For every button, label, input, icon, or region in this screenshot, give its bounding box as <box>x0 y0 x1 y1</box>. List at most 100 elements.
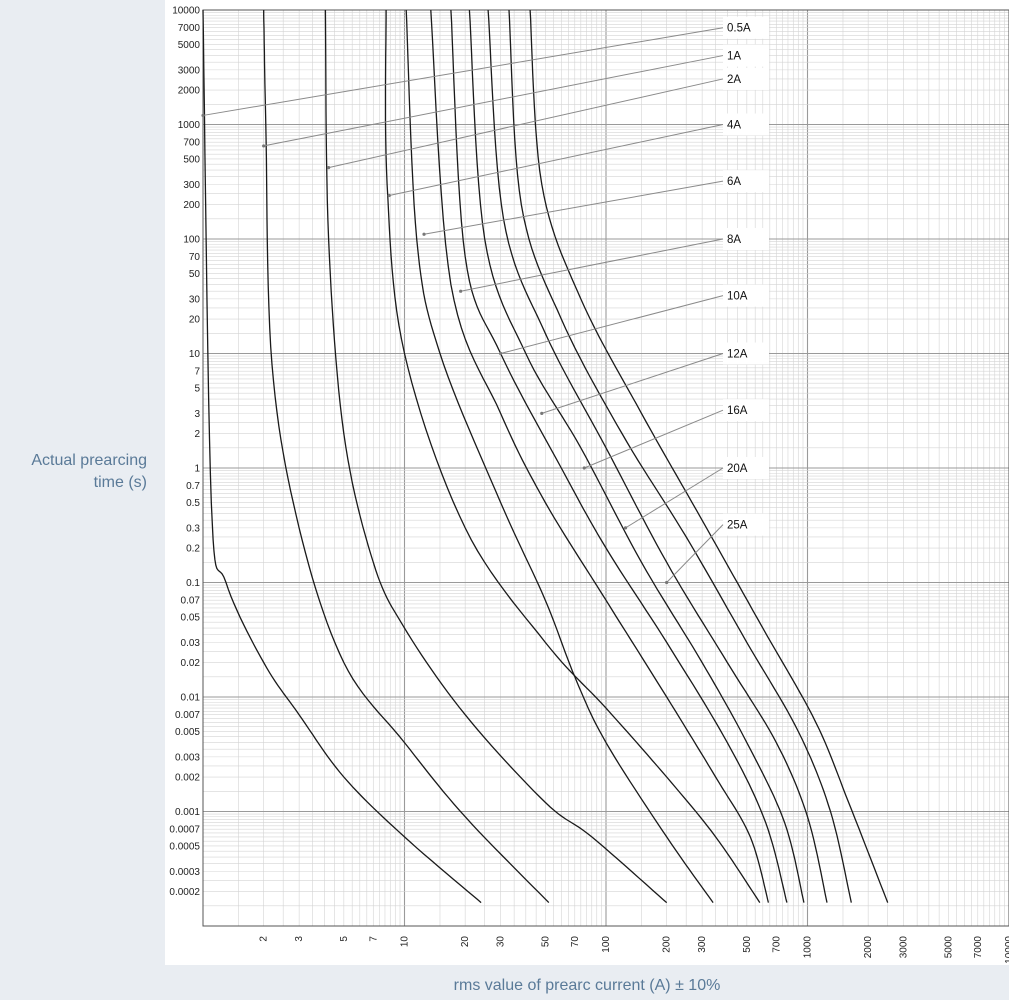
annotation-dot <box>540 411 544 415</box>
y-tick-label: 3 <box>194 409 200 420</box>
y-tick-label: 0.002 <box>175 773 200 784</box>
y-tick-label: 100 <box>183 235 200 246</box>
y-tick-label: 0.0007 <box>169 825 200 836</box>
annotation-label: 0.5A <box>727 23 751 35</box>
annotation-label: 12A <box>727 349 748 361</box>
fuse-curve-1A <box>263 10 550 904</box>
y-tick-label: 0.0002 <box>169 887 200 898</box>
y-tick-label: 50 <box>189 269 201 280</box>
fuse-curve-10A <box>450 9 788 903</box>
y-tick-label: 0.1 <box>186 578 200 589</box>
annotation-label: 6A <box>727 176 741 188</box>
annotation-leader <box>541 353 724 414</box>
annotation-dot <box>201 113 205 118</box>
y-tick-label: 70 <box>189 252 201 263</box>
x-tick-label: 100 <box>601 936 612 953</box>
annotation-leader <box>202 27 724 116</box>
y-tick-label: 0.3 <box>186 523 200 534</box>
y-tick-label: 7 <box>194 367 200 378</box>
fuse-curve-0_5A <box>202 9 482 904</box>
annotation-label: 16A <box>727 405 748 417</box>
x-tick-label: 300 <box>697 936 708 953</box>
annotation-label: 25A <box>727 520 748 532</box>
annotation-leader <box>423 180 724 235</box>
annotation-label: 2A <box>727 74 741 86</box>
y-tick-label: 20 <box>189 315 201 326</box>
y-tick-label: 5000 <box>178 40 201 51</box>
annotation-label: 20A <box>727 463 748 475</box>
fuse-curve-25A <box>529 9 889 903</box>
annotation-label-bg <box>723 67 769 90</box>
annotation-dot <box>262 144 266 148</box>
annotation-label: 1A <box>727 51 741 63</box>
y-tick-label: 30 <box>189 294 201 305</box>
x-tick-label: 3000 <box>899 936 910 959</box>
y-tick-label: 2 <box>194 429 200 440</box>
x-tick-label: 50 <box>540 936 551 948</box>
x-tick-label: 70 <box>570 936 581 948</box>
y-axis-label: Actual prearcing time (s) <box>31 452 147 491</box>
annotation-leader <box>328 78 724 169</box>
y-tick-label: 5 <box>194 383 200 394</box>
x-tick-label: 10 <box>400 936 411 948</box>
annotation-dot <box>665 580 669 585</box>
plot-frame <box>202 9 1009 927</box>
y-tick-label: 0.0005 <box>169 841 200 852</box>
y-tick-label: 2000 <box>178 86 201 97</box>
annotation-leader <box>460 238 724 292</box>
fuse-curve-8A <box>430 9 770 903</box>
annotation-label-bg <box>723 16 769 39</box>
y-tick-label: 1 <box>194 464 200 475</box>
x-tick-label: 3 <box>294 936 305 942</box>
y-tick-label: 0.02 <box>181 658 201 669</box>
y-tick-label: 700 <box>183 138 200 149</box>
x-tick-label: 200 <box>662 936 673 953</box>
fuse-curve-4A <box>384 10 761 903</box>
x-tick-label: 5 <box>339 936 350 942</box>
y-tick-label: 7000 <box>178 23 201 34</box>
y-tick-label: 200 <box>183 200 200 211</box>
annotation-label-bg <box>723 513 769 536</box>
y-tick-label: 0.03 <box>181 638 201 649</box>
y-tick-label: 0.5 <box>186 498 200 509</box>
fuse-curve-2A <box>324 9 668 904</box>
annotation-label-bg <box>723 228 769 250</box>
annotation-leader <box>500 295 724 354</box>
annotation-dot <box>387 193 391 198</box>
annotation-label-bg <box>723 342 769 365</box>
annotation-dot <box>582 466 586 470</box>
x-tick-label: 30 <box>496 936 507 948</box>
x-tick-label: 20 <box>460 936 471 948</box>
annotation-dot <box>623 526 628 530</box>
x-axis-label: rms value of prearc current (A) ± 10% <box>453 977 721 994</box>
annotation-label-bg <box>723 170 769 193</box>
y-tick-label: 0.005 <box>175 727 200 738</box>
y-tick-label: 0.05 <box>181 612 201 623</box>
x-tick-label: 10000 <box>1004 936 1009 964</box>
annotation-label-bg <box>723 44 769 67</box>
annotation-label: 4A <box>727 120 741 132</box>
annotation-dot <box>459 289 463 293</box>
y-tick-label: 0.003 <box>175 752 200 763</box>
annotation-label-bg <box>723 284 769 307</box>
y-tick-label: 0.7 <box>186 481 200 492</box>
chart-svg: 1000070005000300020001000700500300200100… <box>169 6 1009 964</box>
annotation-leader <box>625 467 724 529</box>
y-tick-label: 0.001 <box>175 807 200 818</box>
annotation-label: 8A <box>727 234 741 246</box>
x-tick-label: 700 <box>771 936 782 953</box>
annotation-label-bg <box>723 113 769 136</box>
y-tick-label: 10000 <box>172 6 200 17</box>
annotation-leader <box>584 409 724 469</box>
annotation-dot <box>422 232 426 236</box>
annotation-leader <box>263 55 724 147</box>
x-tick-label: 1000 <box>803 936 814 959</box>
y-tick-label: 500 <box>183 154 200 165</box>
y-tick-label: 300 <box>183 180 200 191</box>
annotation-label-bg <box>723 399 769 422</box>
fuse-curve-12A <box>468 9 805 903</box>
fuse-curve-16A <box>487 9 828 903</box>
x-tick-label: 2 <box>259 936 270 942</box>
fuse-curve-6A <box>405 9 714 903</box>
fuse-curve-20A <box>508 9 852 903</box>
